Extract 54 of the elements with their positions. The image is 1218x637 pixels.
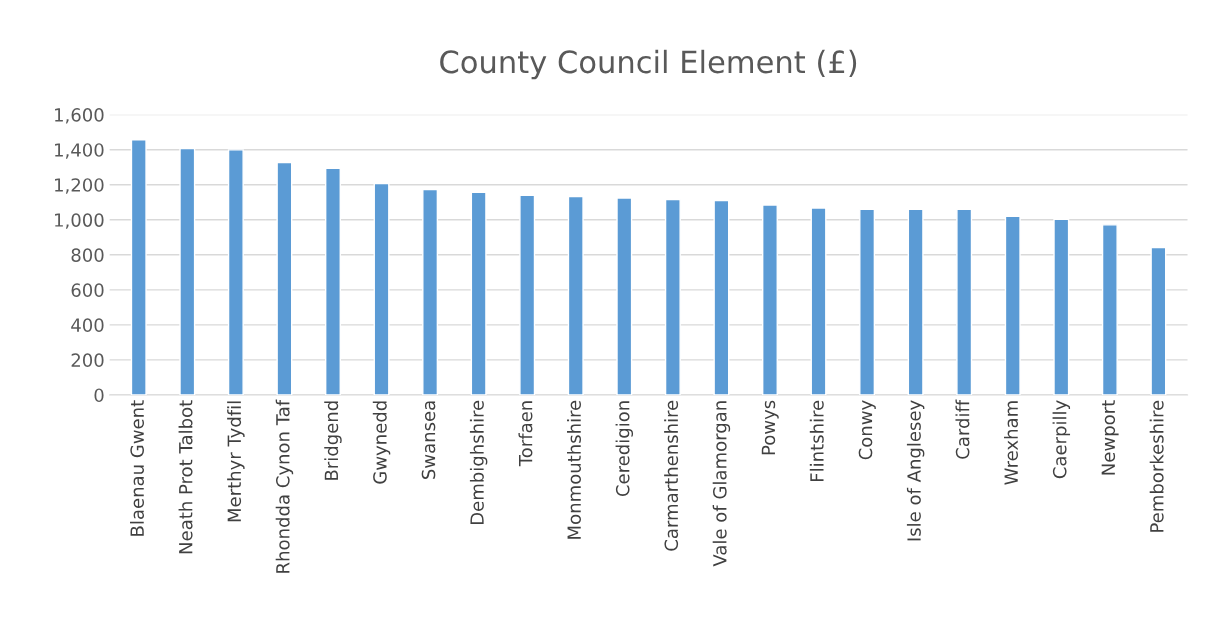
bar — [519, 194, 536, 395]
y-tick-label: 600 — [71, 283, 104, 297]
y-tick-label: 0 — [94, 388, 104, 403]
bar — [227, 149, 244, 395]
chart-title: County Council Element (£) — [440, 49, 857, 80]
x-tick-label: Cardiff — [955, 399, 970, 459]
x-tick-label: Monmouthshire — [567, 400, 581, 539]
x-tick-label: Blaenau Gwent — [130, 400, 144, 536]
bar — [1004, 215, 1021, 395]
bar — [130, 139, 147, 395]
y-tick-label: 800 — [71, 248, 104, 262]
x-tick-label: Caerpilly — [1052, 400, 1071, 479]
x-tick-label: Vale of Glamorgan — [712, 401, 731, 567]
y-tick-label: 1,000 — [55, 213, 104, 229]
bar — [859, 208, 876, 395]
bar — [761, 204, 778, 395]
x-tick-label: Newport — [1101, 400, 1119, 475]
x-tick-label: Bridgend — [324, 401, 342, 480]
bar — [956, 208, 973, 395]
bar — [422, 188, 439, 395]
bar — [1053, 218, 1070, 395]
x-tick-label: Flintshire — [809, 400, 824, 481]
bar — [1150, 246, 1167, 395]
bar — [179, 147, 196, 395]
bar — [470, 191, 487, 395]
x-tick-label: Gwynedd — [372, 401, 391, 484]
x-tick-label: Swansea — [421, 401, 436, 479]
bar — [276, 161, 293, 395]
x-tick-label: Carmarthenshire — [664, 400, 679, 551]
x-tick-label: Rhondda Cynon Taf — [275, 399, 294, 573]
y-tick-label: 1,400 — [55, 143, 104, 159]
y-tick-label: 1,600 — [55, 108, 104, 124]
x-tick-label: Torfaen — [518, 401, 533, 467]
x-tick-label: Conwy — [858, 400, 876, 460]
bar — [616, 197, 633, 395]
x-tick-label: Pemborkeshire — [1149, 400, 1164, 532]
x-tick-label: Dembighshire — [469, 400, 488, 524]
x-tick-label: Powys — [761, 400, 779, 455]
bar — [907, 208, 924, 395]
y-tick-label: 400 — [71, 318, 104, 332]
bar — [324, 167, 341, 395]
x-tick-label: Merthyr Tydfil — [227, 401, 245, 522]
bar — [373, 182, 390, 395]
bar — [810, 207, 827, 395]
x-tick-label: Wrexham — [1004, 401, 1018, 485]
x-tick-label: Neath Prot Talbot — [178, 400, 193, 554]
bar — [713, 199, 730, 395]
bar — [567, 195, 584, 395]
y-tick-label: 200 — [71, 353, 104, 368]
bar — [664, 198, 681, 395]
bar — [1101, 224, 1118, 395]
y-tick-label: 1,200 — [55, 178, 104, 194]
x-tick-label: Isle of Anglesey — [906, 400, 925, 541]
x-tick-label: Ceredigion — [615, 401, 634, 497]
